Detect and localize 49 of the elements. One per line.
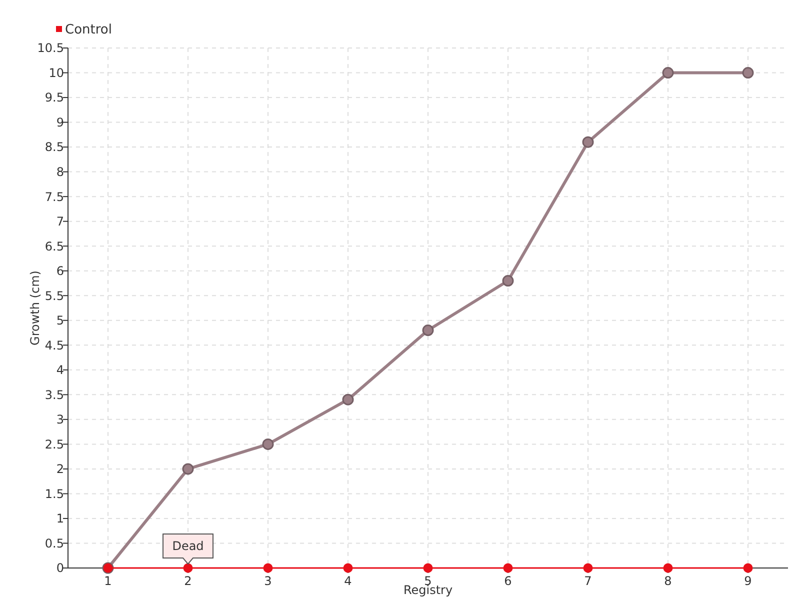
point	[343, 563, 353, 573]
x-tick-label: 1	[104, 574, 112, 588]
y-tick-label: 3	[56, 412, 64, 427]
y-tick-label: 4.5	[44, 338, 64, 352]
y-tick-label: 4	[56, 363, 64, 378]
x-tick-label: 3	[264, 574, 272, 588]
x-tick-label: 4	[344, 574, 352, 588]
y-tick-label: 1.5	[44, 486, 64, 501]
y-tick-label: 5.5	[44, 288, 64, 303]
legend-label: Control	[65, 22, 112, 38]
point	[263, 563, 273, 573]
y-tick-label: 5	[56, 314, 64, 328]
annotation: Dead	[172, 539, 204, 554]
x-tick-label: 9	[744, 574, 752, 588]
point	[342, 394, 354, 406]
point	[583, 563, 593, 573]
point	[582, 136, 594, 148]
y-axis-title: Growth (cm)	[28, 270, 42, 346]
y-tick-label: 2.5	[44, 437, 64, 452]
point	[743, 563, 753, 573]
point	[742, 67, 754, 79]
y-tick-label: 8.5	[44, 140, 64, 154]
y-tick-label: 0	[56, 561, 64, 576]
y-tick-label: 10	[48, 66, 64, 80]
point	[422, 324, 434, 336]
point	[502, 275, 514, 287]
y-tick-label: 6	[56, 264, 64, 278]
y-tick-label: 3.5	[44, 388, 64, 402]
x-tick-label: 8	[664, 574, 672, 588]
point	[663, 563, 673, 573]
y-tick-label: 1	[56, 512, 64, 526]
y-tick-label: 9.5	[44, 90, 64, 105]
point	[662, 67, 674, 79]
y-tick-label: 7	[56, 214, 64, 229]
point	[183, 563, 193, 573]
point	[262, 438, 274, 450]
point	[503, 563, 513, 573]
point	[423, 563, 433, 573]
y-tick-label: 9	[56, 115, 64, 130]
y-tick-label: 6.5	[44, 239, 64, 254]
x-tick-label: 7	[584, 574, 592, 588]
y-tick-label: 10.5	[37, 41, 64, 56]
y-tick-label: 2	[56, 462, 64, 476]
y-tick-label: 8	[56, 165, 64, 180]
y-tick-label: 7.5	[44, 190, 64, 204]
point	[182, 463, 194, 475]
x-tick-label: 2	[184, 574, 192, 588]
y-tick-label: 0.5	[44, 536, 64, 550]
x-tick-label: 6	[504, 574, 512, 588]
